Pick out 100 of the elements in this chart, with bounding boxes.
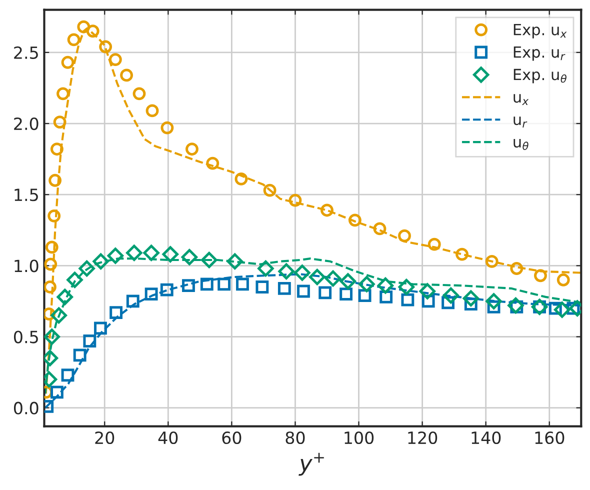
- point: [181, 249, 198, 266]
- point: [485, 254, 498, 268]
- point: [44, 280, 56, 294]
- point: [294, 264, 310, 281]
- point: [108, 53, 122, 66]
- point: [48, 174, 62, 187]
- point: [486, 293, 502, 310]
- point: [401, 293, 414, 306]
- point: [182, 279, 195, 292]
- legend-label: u$_{r}$: [514, 116, 528, 128]
- point: [67, 33, 80, 46]
- point: [377, 277, 394, 294]
- x-tick-label: 100: [344, 431, 374, 444]
- point: [340, 273, 356, 290]
- point: [61, 368, 74, 382]
- legend-label: Exp. u$_{x}$: [514, 24, 567, 38]
- point: [462, 290, 480, 306]
- point: [86, 24, 100, 38]
- point: [508, 297, 524, 314]
- x-axis-title: y$^{+}$: [298, 452, 324, 476]
- point: [126, 244, 142, 261]
- point: [324, 270, 342, 287]
- legend-label: Exp. u$_{θ}$: [514, 68, 566, 84]
- point: [234, 172, 248, 186]
- legend-label: u$_{x}$: [514, 94, 529, 106]
- x-tick-label: 140: [472, 431, 501, 444]
- x-tick-label: 120: [408, 431, 438, 444]
- point: [160, 283, 174, 296]
- point: [534, 269, 547, 282]
- x-tick-label: 80: [286, 431, 305, 444]
- point: [206, 156, 220, 170]
- point: [200, 278, 214, 291]
- point: [258, 260, 274, 277]
- point: [278, 282, 291, 295]
- point: [61, 56, 74, 69]
- point: [218, 278, 231, 291]
- point: [56, 288, 74, 306]
- point: [320, 204, 334, 217]
- point: [77, 20, 90, 34]
- point: [146, 104, 159, 118]
- point: [226, 253, 243, 270]
- point: [66, 272, 83, 288]
- point: [318, 286, 332, 300]
- legend-label: u$_{θ}$: [514, 138, 528, 150]
- point: [428, 238, 441, 251]
- y-tick-label: 1.0: [14, 260, 38, 272]
- y-tick-label: 2.0: [14, 117, 38, 130]
- point: [44, 258, 58, 271]
- point: [73, 348, 86, 362]
- point: [110, 306, 123, 320]
- point: [348, 214, 362, 227]
- point: [456, 248, 468, 261]
- x-tick-label: 60: [222, 431, 242, 444]
- point: [45, 240, 58, 254]
- point: [419, 283, 436, 300]
- point: [144, 288, 158, 301]
- point: [126, 294, 140, 308]
- point: [309, 268, 326, 286]
- y-tick-label: 0.5: [14, 330, 38, 344]
- point: [340, 288, 353, 301]
- point: [398, 278, 415, 296]
- point: [44, 328, 60, 345]
- point: [50, 386, 64, 399]
- point: [554, 302, 570, 318]
- point: [50, 142, 64, 156]
- point: [107, 248, 124, 264]
- point: [48, 209, 61, 222]
- point: [78, 260, 95, 277]
- x-tick-label: 20: [95, 431, 114, 444]
- point: [442, 287, 460, 304]
- point: [297, 284, 310, 298]
- point: [120, 68, 133, 82]
- y-tick-label: 2.5: [14, 46, 38, 60]
- point: [256, 280, 269, 294]
- legend-label: Exp. u$_{r}$: [514, 46, 566, 61]
- point: [83, 334, 96, 348]
- x-tick-label: 160: [535, 431, 564, 444]
- point: [556, 273, 570, 286]
- point: [358, 276, 375, 292]
- point: [186, 142, 198, 156]
- point: [373, 222, 386, 236]
- point: [160, 121, 174, 134]
- point: [50, 307, 67, 324]
- y-tick-label: 1.5: [14, 188, 38, 202]
- x-tick-label: 40: [158, 431, 178, 444]
- point: [263, 184, 276, 197]
- point: [53, 116, 66, 129]
- point: [162, 246, 178, 262]
- point: [288, 194, 302, 207]
- point: [94, 322, 107, 335]
- point: [56, 87, 70, 100]
- point: [398, 229, 411, 242]
- point: [201, 252, 218, 268]
- point: [132, 87, 146, 100]
- point: [278, 263, 294, 280]
- y-tick-label: 0.0: [14, 402, 38, 414]
- point: [236, 278, 249, 291]
- point: [510, 262, 524, 275]
- point: [92, 253, 109, 270]
- point: [143, 244, 160, 261]
